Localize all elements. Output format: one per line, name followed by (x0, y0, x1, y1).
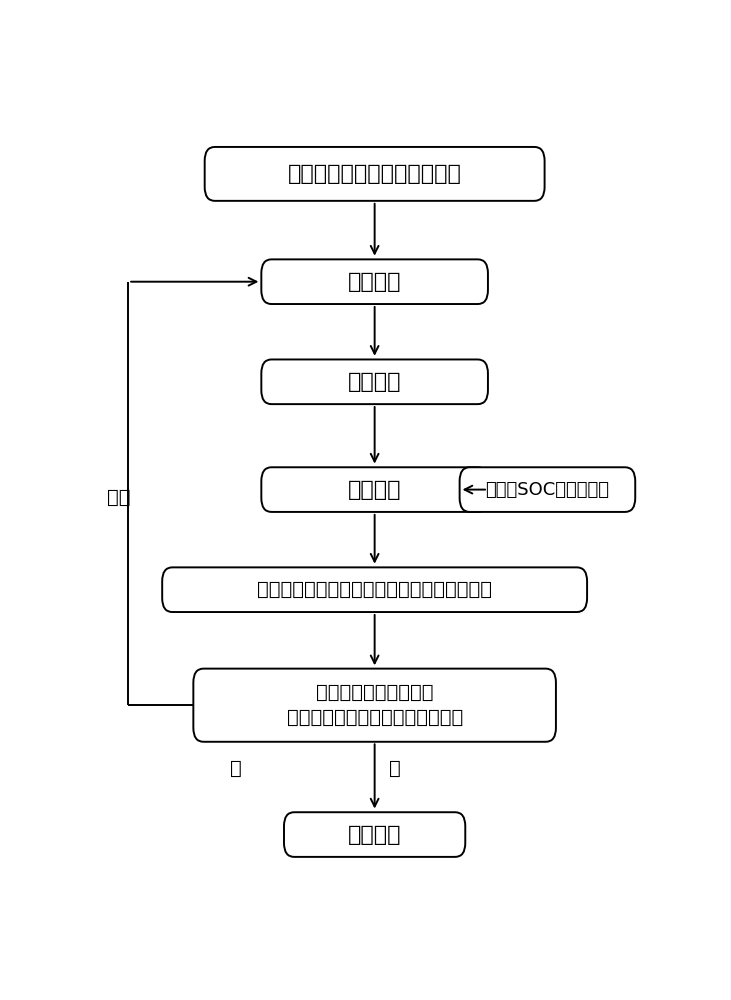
Text: 循环: 循环 (107, 488, 130, 507)
FancyBboxPatch shape (284, 812, 465, 857)
Text: 停止测试: 停止测试 (348, 825, 401, 845)
Text: 是: 是 (389, 759, 401, 778)
FancyBboxPatch shape (193, 669, 556, 742)
Text: 放电静置: 放电静置 (348, 372, 401, 392)
Text: 否: 否 (230, 759, 242, 778)
FancyBboxPatch shape (460, 467, 635, 512)
FancyBboxPatch shape (262, 467, 488, 512)
Text: 电池放电: 电池放电 (348, 272, 401, 292)
FancyBboxPatch shape (205, 147, 545, 201)
FancyBboxPatch shape (162, 567, 587, 612)
FancyBboxPatch shape (262, 259, 488, 304)
Text: 电池持续恒压充电或恒压充电与充电静置结合: 电池持续恒压充电或恒压充电与充电静置结合 (257, 580, 492, 599)
Text: 减小低SOC下充电电流: 减小低SOC下充电电流 (485, 481, 610, 499)
Text: 电池循环达到特定次数
或电池高温容量保持率达到特定值: 电池循环达到特定次数 或电池高温容量保持率达到特定值 (287, 683, 463, 727)
FancyBboxPatch shape (262, 359, 488, 404)
Text: 电池充电: 电池充电 (348, 480, 401, 500)
Text: 快速测试锂离子电池循环寿命: 快速测试锂离子电池循环寿命 (288, 164, 461, 184)
